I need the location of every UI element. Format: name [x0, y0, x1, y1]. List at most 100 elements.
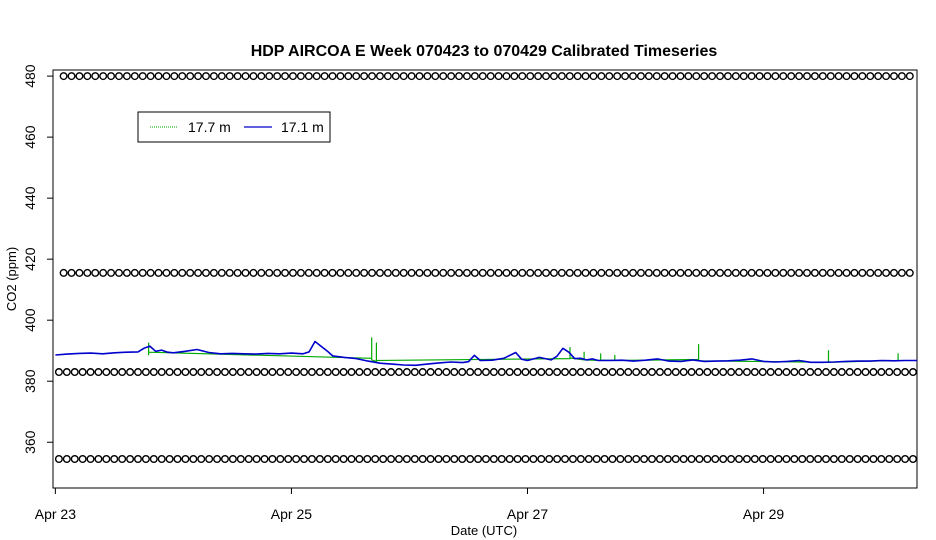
- calibration-point: [608, 455, 617, 464]
- calibration-point: [731, 72, 740, 81]
- calibration-point: [723, 268, 732, 277]
- series-line-17-1-m: [55, 340, 917, 367]
- calibration-point: [241, 72, 250, 81]
- calibration-point: [882, 268, 891, 277]
- calibration-point: [304, 268, 313, 277]
- calibration-point: [897, 268, 906, 277]
- y-tick-label: 460: [22, 125, 38, 149]
- y-tick-label: 420: [22, 247, 38, 271]
- calibration-point: [814, 368, 823, 377]
- calibration-point: [750, 455, 759, 464]
- calibration-point: [553, 368, 562, 377]
- calibration-point: [91, 72, 100, 81]
- calibration-point: [252, 455, 261, 464]
- y-tick-label: 380: [22, 369, 38, 393]
- calibration-point: [466, 368, 475, 377]
- calibration-point: [375, 72, 384, 81]
- calibration-point: [186, 72, 195, 81]
- calibration-point: [130, 268, 139, 277]
- calibration-point: [387, 455, 396, 464]
- calibration-point: [296, 72, 305, 81]
- calibration-point: [355, 368, 364, 377]
- calibration-point: [426, 455, 435, 464]
- calibration-point: [521, 455, 530, 464]
- chart-title: HDP AIRCOA E Week 070423 to 070429 Calib…: [251, 43, 718, 60]
- calibration-point: [660, 72, 669, 81]
- calibration-point: [818, 268, 827, 277]
- calibration-point: [850, 268, 859, 277]
- calibration-point: [78, 455, 87, 464]
- calibration-point: [853, 368, 862, 377]
- calibration-point: [213, 455, 222, 464]
- calibration-point: [750, 368, 759, 377]
- calibration-point: [581, 72, 590, 81]
- calibration-point: [162, 72, 171, 81]
- calibration-point: [716, 268, 725, 277]
- calibration-point: [410, 455, 419, 464]
- calibration-point: [655, 455, 664, 464]
- calibration-point: [431, 72, 440, 81]
- calibration-point: [534, 268, 543, 277]
- calibration-point: [220, 455, 229, 464]
- calibration-point: [233, 72, 242, 81]
- calibration-point: [771, 268, 780, 277]
- calibration-point: [735, 455, 744, 464]
- calibration-point: [462, 72, 471, 81]
- calibration-point: [624, 368, 633, 377]
- calibration-point: [181, 368, 190, 377]
- calibration-point: [244, 368, 253, 377]
- calibration-point: [711, 455, 720, 464]
- calibration-point: [371, 368, 380, 377]
- calibration-point: [252, 368, 261, 377]
- calibration-point: [893, 455, 902, 464]
- calibration-point: [54, 455, 63, 464]
- calibration-point: [497, 368, 506, 377]
- calibration-point: [99, 268, 108, 277]
- x-tick-label: Apr 27: [507, 506, 548, 522]
- calibration-point: [141, 368, 150, 377]
- calibration-point: [83, 268, 92, 277]
- calibration-point: [458, 368, 467, 377]
- calibration-point: [719, 368, 728, 377]
- calibration-point: [613, 72, 622, 81]
- calibration-point: [141, 455, 150, 464]
- calibration-point: [439, 72, 448, 81]
- calibration-point: [288, 72, 297, 81]
- legend-label-17-7m: 17.7 m: [188, 119, 231, 135]
- calibration-point: [194, 72, 203, 81]
- calibration-point: [273, 268, 282, 277]
- calibration-point: [276, 368, 285, 377]
- calibration-point: [126, 368, 135, 377]
- calibration-point: [861, 455, 870, 464]
- calibration-point: [897, 72, 906, 81]
- calibration-point: [885, 455, 894, 464]
- calibration-point: [842, 72, 851, 81]
- calibration-point: [110, 368, 119, 377]
- calibration-point: [249, 72, 258, 81]
- calibration-point: [735, 368, 744, 377]
- calibration-point: [133, 455, 142, 464]
- calibration-point: [228, 455, 237, 464]
- calibration-point: [197, 368, 206, 377]
- calibration-point: [173, 455, 182, 464]
- calibration-point: [821, 455, 830, 464]
- calibration-point: [320, 72, 329, 81]
- calibration-point: [608, 368, 617, 377]
- calibration-point: [375, 268, 384, 277]
- calibration-point: [521, 368, 530, 377]
- calibration-point: [371, 455, 380, 464]
- calibration-point: [260, 455, 269, 464]
- calibration-point: [908, 455, 917, 464]
- calibration-point: [723, 72, 732, 81]
- calibration-point: [296, 268, 305, 277]
- calibration-point: [818, 72, 827, 81]
- calibration-point: [328, 268, 337, 277]
- calibration-point: [632, 368, 641, 377]
- calibration-point: [908, 368, 917, 377]
- calibration-point: [307, 455, 316, 464]
- calibration-point: [236, 455, 245, 464]
- calibration-point: [557, 72, 566, 81]
- scatter-calibration-354: [54, 455, 917, 464]
- calibration-point: [747, 72, 756, 81]
- calibration-point: [450, 455, 459, 464]
